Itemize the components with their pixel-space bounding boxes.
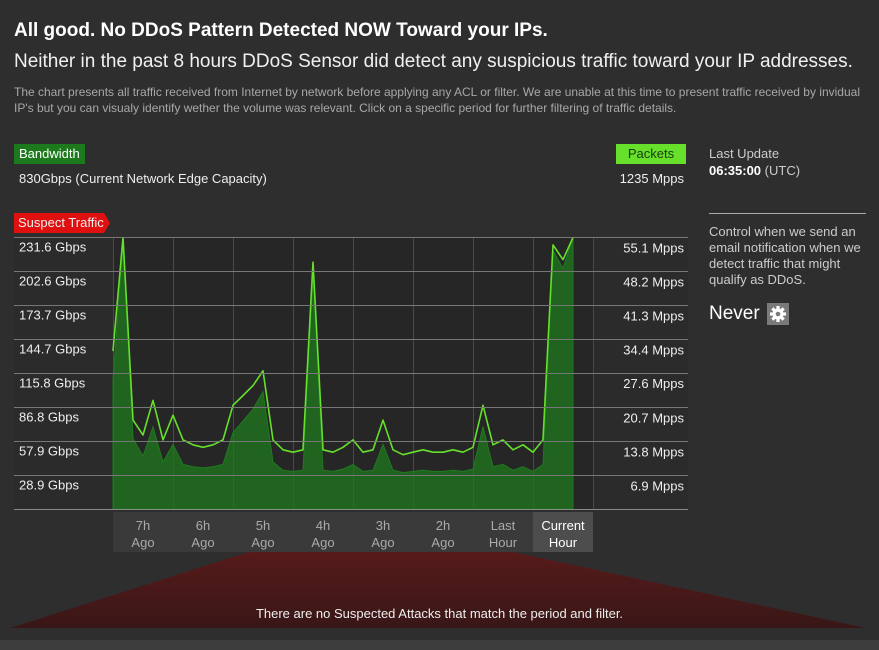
y-tick-label: 231.6 Gbps [19,239,87,254]
suspect-label: Suspect Traffic [18,215,104,230]
packets-line [112,236,574,456]
footer-message: There are no Suspected Attacks that matc… [255,606,624,621]
title: All good. No DDoS Pattern Detected NOW T… [14,20,548,41]
x-axis-band [113,512,593,552]
bandwidth-area [112,237,574,510]
subtitle: Neither in the past 8 hours DDoS Sensor … [14,51,853,72]
bandwidth-badge: Bandwidth [14,144,85,164]
description: The chart presents all traffic received … [14,85,860,115]
x-tick-label[interactable]: Last Hour [488,518,518,550]
current-hour-cell[interactable] [533,512,593,552]
y-tick-label: 173.7 Gbps [19,307,87,322]
capacity: 830Gbps (Current Network Edge Capacity) [19,171,267,186]
y2-tick-label: 6.9 Mpps [631,478,685,493]
timezone: (UTC) [764,163,801,178]
y-tick-label: 57.9 Gbps [19,443,79,458]
time: 06:35:00 [709,163,762,178]
y2-tick-label: 27.6 Mpps [623,376,684,391]
y-tick-label: 144.7 Gbps [19,341,87,356]
y-tick-label: 86.8 Gbps [19,409,79,424]
x-tick-label[interactable]: 2h Ago [431,518,455,550]
notification-text: Control when we send an email notificati… [709,224,861,287]
y-tick-label: 28.9 Gbps [19,477,79,492]
y2-tick-label: 34.4 Mpps [623,343,684,358]
y-tick-label: 202.6 Gbps [19,273,87,288]
last-update-label: Last Update [709,146,780,161]
settings-button[interactable] [767,303,789,325]
x-tick-label[interactable]: 3h Ago [371,518,395,550]
y2-tick-label: 13.8 Mpps [623,444,684,459]
x-tick-label[interactable]: 4h Ago [311,518,335,550]
packets-badge: Packets [616,144,686,164]
notification-setting[interactable]: Never [709,303,760,324]
x-tick-label[interactable]: 5h Ago [251,518,275,550]
y2-tick-label: 20.7 Mpps [623,410,684,425]
y2-tick-label: 48.2 Mpps [623,274,684,289]
last-update: 06:35:00 (UTC) [709,163,800,178]
x-tick-label[interactable]: 7h Ago [131,518,155,550]
y-tick-label: 115.8 Gbps [19,375,86,390]
suspect-badge [14,213,110,233]
x-tick-label[interactable]: 6h Ago [191,518,215,550]
y2-tick-label: 41.3 Mpps [623,309,684,324]
packets-capacity: 1235 Mpps [619,171,684,186]
bottom-strip [0,640,879,650]
alert-backdrop [10,518,866,628]
x-tick-label[interactable]: Current Hour [541,518,585,550]
y2-tick-label: 55.1 Mpps [623,240,684,255]
